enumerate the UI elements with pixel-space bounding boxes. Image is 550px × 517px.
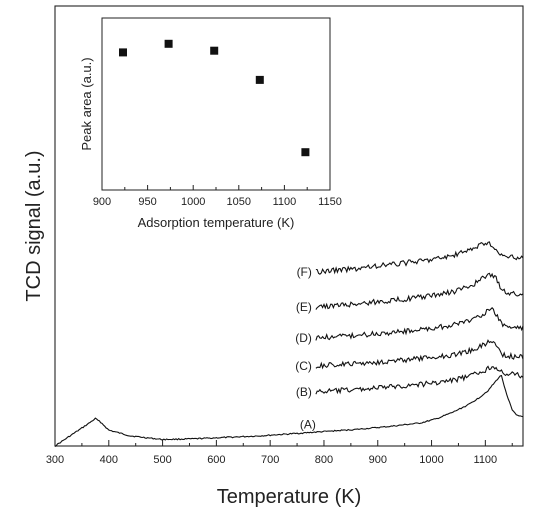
main-x-tick-label: 1100 bbox=[474, 454, 498, 466]
main-chart: 300 400 500 600 700 800 900 1000 1100 (A)(B)(C)(… bbox=[23, 5, 524, 508]
inset-data-point bbox=[119, 48, 127, 57]
main-x-tick-label: 600 bbox=[207, 454, 225, 466]
series-line-d bbox=[315, 307, 524, 341]
main-x-tick-label: 700 bbox=[261, 454, 279, 466]
inset-x-tick-label: 900 bbox=[93, 196, 111, 208]
series-label-d: (D) bbox=[295, 331, 312, 345]
main-y-axis-title: TCD signal (a.u.) bbox=[23, 150, 45, 301]
main-x-ticks: 300 400 500 600 700 800 900 1000 1100 bbox=[46, 440, 513, 466]
inset-x-ticks: 900 950 1000 1050 1100 1150 bbox=[93, 185, 342, 208]
main-x-axis-title: Temperature (K) bbox=[217, 486, 362, 508]
inset-x-tick-label: 1150 bbox=[318, 196, 342, 208]
inset-x-tick-label: 1050 bbox=[227, 196, 251, 208]
inset-data-point bbox=[210, 46, 219, 55]
main-series-labels: (A) (B) (C) (D) (E) (F) bbox=[295, 265, 316, 431]
main-series-lines bbox=[54, 241, 524, 447]
inset-data-point bbox=[301, 148, 310, 157]
series-label-f: (F) bbox=[297, 265, 312, 279]
series-line-c bbox=[315, 339, 524, 370]
series-label-e: (E) bbox=[296, 300, 312, 314]
main-x-tick-label: 400 bbox=[100, 454, 118, 466]
inset-data-point bbox=[255, 75, 264, 84]
series-line-b bbox=[315, 365, 524, 395]
inset-x-axis-title: Adsorption temperature (K) bbox=[138, 215, 295, 230]
series-line-f bbox=[315, 241, 524, 275]
main-plot-frame bbox=[54, 5, 524, 447]
series-label-a: (A) bbox=[300, 417, 316, 431]
series-line-e bbox=[315, 272, 524, 310]
main-x-tick-label: 1000 bbox=[419, 454, 443, 466]
inset-plot-frame bbox=[101, 17, 331, 191]
inset-data-points bbox=[119, 39, 310, 157]
main-x-tick-label: 800 bbox=[315, 454, 333, 466]
series-line-a bbox=[54, 374, 524, 447]
series-label-c: (C) bbox=[295, 359, 312, 373]
series-label-b: (B) bbox=[296, 385, 312, 399]
inset-x-tick-label: 1000 bbox=[181, 196, 205, 208]
main-x-tick-label: 900 bbox=[369, 454, 387, 466]
inset-x-tick-label: 950 bbox=[138, 196, 156, 208]
inset-data-point bbox=[164, 39, 173, 48]
inset-y-axis-title: Peak area (a.u.) bbox=[79, 57, 94, 150]
main-x-tick-label: 300 bbox=[46, 454, 64, 466]
inset-chart: 900 950 1000 1050 1100 1150 Adsorption temper… bbox=[79, 17, 342, 230]
inset-x-tick-label: 1100 bbox=[273, 196, 297, 208]
main-x-tick-label: 500 bbox=[153, 454, 171, 466]
